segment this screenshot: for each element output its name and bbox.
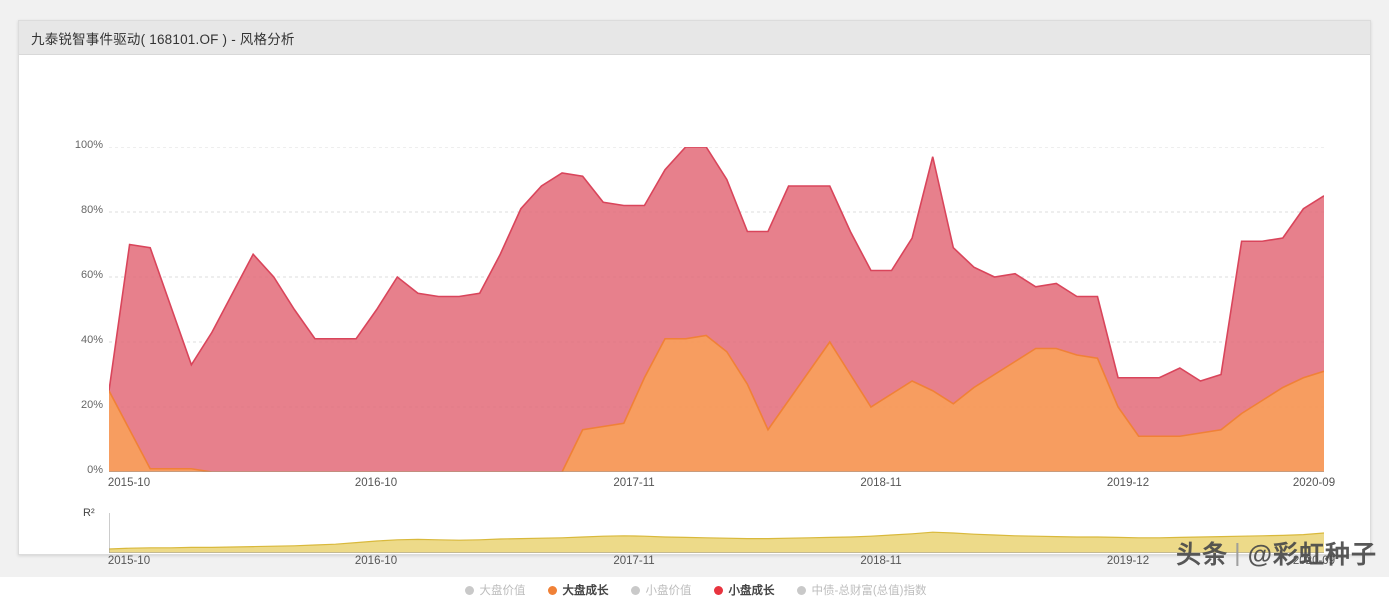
y-axis-labels: 100% 80% 60% 40% 20% 0%: [59, 139, 103, 480]
r2-axis-label: R²: [83, 507, 95, 519]
legend-item-4[interactable]: 中债-总财富(总值)指数: [796, 582, 927, 598]
y-tick-3: 40%: [80, 334, 103, 346]
r2-x-tick-0: 2015-10: [107, 555, 151, 567]
y-tick-2: 60%: [80, 269, 103, 281]
x-tick-1: 2016-10: [354, 477, 398, 489]
legend-item-0[interactable]: 大盘价值: [464, 582, 526, 598]
legend-item-1[interactable]: 大盘成长: [547, 582, 609, 598]
style-analysis-plot: [109, 147, 1324, 472]
legend-item-2[interactable]: 小盘价值: [630, 582, 692, 598]
legend-dot-icon: [464, 585, 474, 595]
card-header: 九泰锐智事件驱动( 168101.OF ) - 风格分析: [19, 21, 1370, 55]
legend-label: 小盘价值: [645, 585, 692, 597]
x-tick-3: 2018-11: [860, 477, 902, 489]
r2-x-tick-4: 2019-12: [1106, 555, 1150, 567]
legend-label: 大盘成长: [562, 585, 609, 597]
legend-dot-icon: [630, 585, 640, 595]
analysis-card: 九泰锐智事件驱动( 168101.OF ) - 风格分析 100% 80% 60…: [18, 20, 1372, 597]
page-title: 九泰锐智事件驱动( 168101.OF ) - 风格分析: [31, 31, 295, 47]
legend-item-3[interactable]: 小盘成长: [713, 582, 775, 598]
watermark-right: @彩虹种子: [1247, 541, 1377, 569]
r2-x-axis-labels: 2015-10 2016-10 2017-11 2018-11 2019-12 …: [19, 555, 1372, 573]
x-axis-labels: 2015-10 2016-10 2017-11 2018-11 2019-12 …: [19, 477, 1372, 495]
x-tick-2: 2017-11: [613, 477, 655, 489]
legend-dot-icon: [547, 585, 557, 595]
y-tick-5: 0%: [87, 464, 103, 476]
y-tick-4: 20%: [80, 399, 103, 411]
r2-area-chart: [108, 513, 1325, 554]
x-tick-0: 2015-10: [107, 477, 151, 489]
r2-plot: [108, 513, 1325, 554]
chart-legend[interactable]: 大盘价值 大盘成长 小盘价值 小盘成长 中债-总财富(总值)指数: [19, 582, 1372, 598]
chart-area: 100% 80% 60% 40% 20% 0% 2015-10 2016-10 …: [19, 55, 1372, 597]
legend-dot-icon: [713, 585, 723, 595]
stacked-area-chart: [109, 147, 1324, 472]
watermark-separator: |: [1234, 538, 1242, 567]
r2-x-tick-2: 2017-11: [613, 555, 655, 567]
legend-label: 小盘成长: [728, 585, 775, 597]
r2-x-tick-3: 2018-11: [860, 555, 902, 567]
r2-x-tick-5: 2020-09: [1292, 555, 1336, 567]
x-tick-5: 2020-09: [1292, 477, 1336, 489]
y-tick-0: 100%: [74, 139, 103, 151]
y-tick-1: 80%: [80, 204, 103, 216]
x-tick-4: 2019-12: [1106, 477, 1150, 489]
legend-label: 大盘价值: [479, 585, 526, 597]
watermark: 头条 | @彩虹种子: [1176, 535, 1377, 571]
legend-label: 中债-总财富(总值)指数: [811, 585, 927, 597]
r2-x-tick-1: 2016-10: [354, 555, 398, 567]
watermark-left: 头条: [1176, 541, 1229, 569]
legend-dot-icon: [796, 585, 806, 595]
